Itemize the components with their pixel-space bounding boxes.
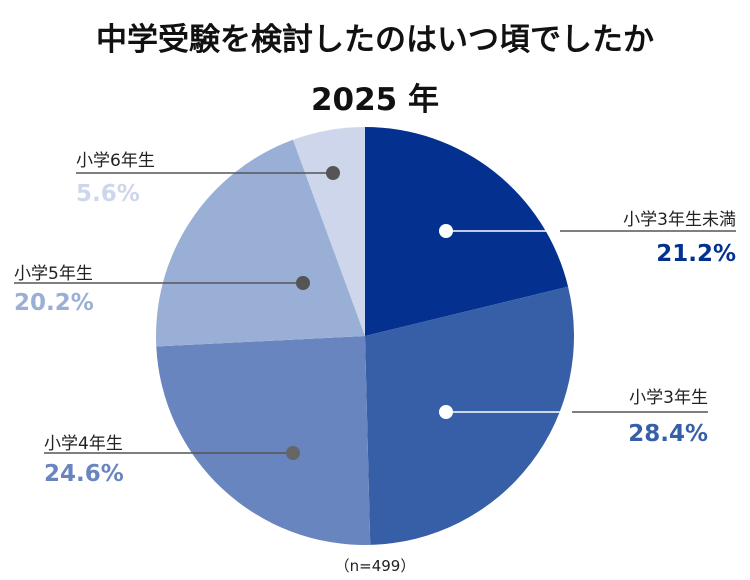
leader-grade-5-dot — [296, 276, 310, 290]
label-grade-4: 小学4年生 — [44, 434, 123, 454]
chart-subtitle: 2025 年 — [310, 82, 440, 118]
pct-grade-3: 28.4% — [628, 421, 708, 447]
pct-under-3: 21.2% — [656, 241, 736, 267]
label-grade-6: 小学6年生 — [76, 151, 155, 171]
slice-grade-4 — [156, 336, 371, 545]
pct-grade-5: 20.2% — [14, 290, 94, 316]
pct-grade-6: 5.6% — [76, 181, 140, 207]
label-grade-5: 小学5年生 — [14, 264, 93, 284]
slice-grade-5 — [156, 139, 365, 347]
slice-grade-6 — [292, 127, 365, 336]
pct-grade-4: 24.6% — [44, 461, 124, 487]
leader-grade-3-dot — [439, 405, 453, 419]
slice-grade-3 — [365, 286, 574, 545]
leader-under-3-dot — [439, 224, 453, 238]
sample-size-note: （n=499） — [334, 557, 416, 575]
chart-title: 中学受験を検討したのはいつ頃でしたか — [96, 22, 654, 58]
leader-grade-6-dot — [326, 166, 340, 180]
label-grade-3: 小学3年生 — [629, 388, 708, 408]
leader-grade-4-dot — [286, 446, 300, 460]
label-under-3: 小学3年生未満 — [623, 210, 736, 230]
